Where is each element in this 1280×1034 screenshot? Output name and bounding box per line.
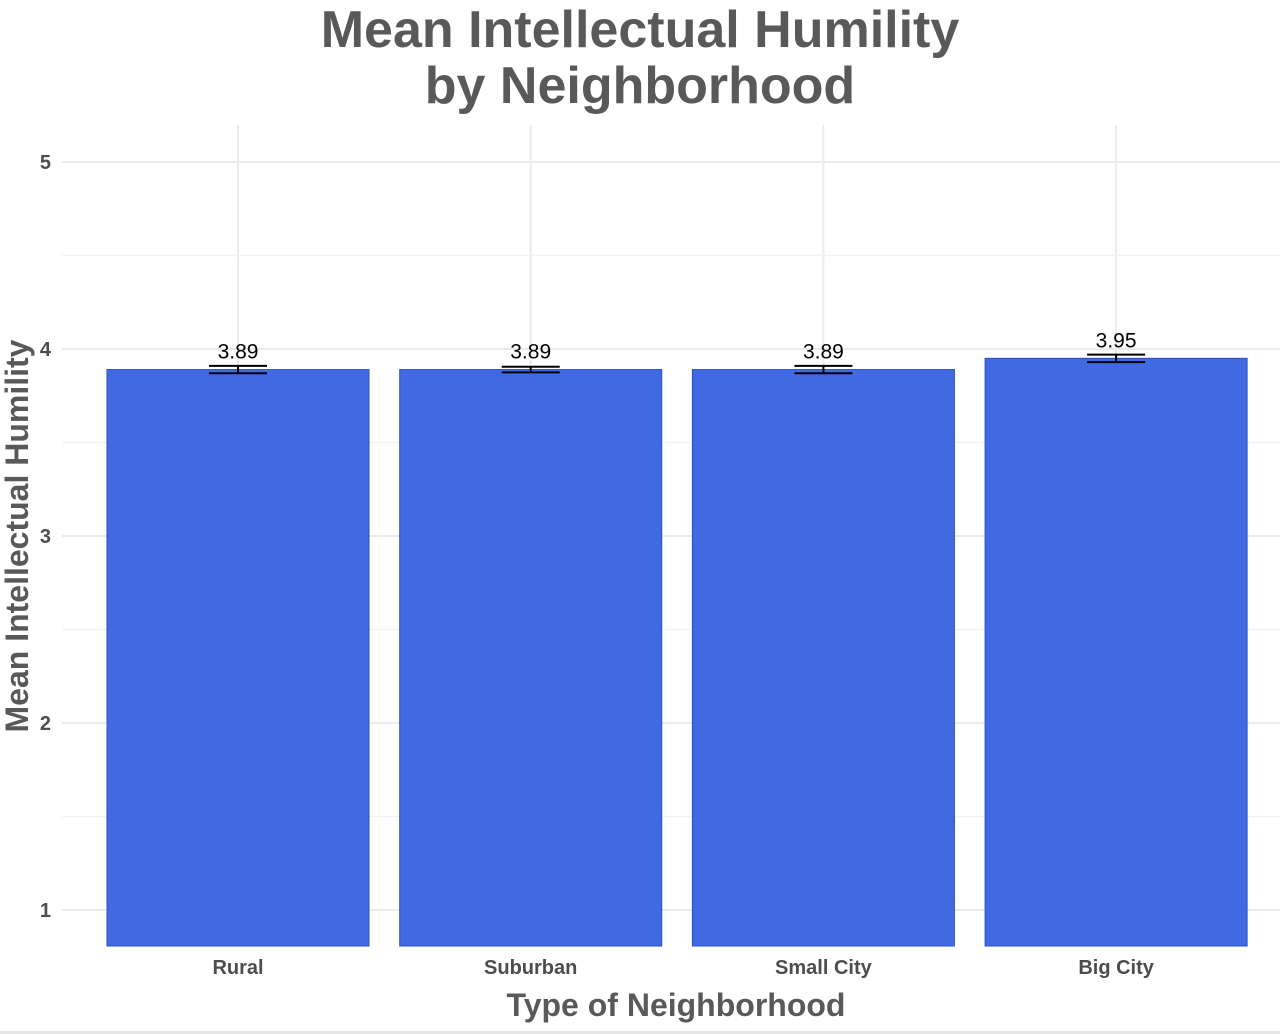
bottom-border <box>0 1031 1280 1034</box>
chart-title-line-1: Mean Intellectual Humility <box>320 1 960 59</box>
bars: 3.89 3.89 3.89 3.95 <box>106 329 1248 947</box>
bar-big-city: 3.95 <box>984 329 1248 947</box>
y-tick-label: 5 <box>40 152 51 174</box>
x-axis-title: Type of Neighborhood <box>507 987 846 1023</box>
error-bar <box>501 365 560 374</box>
y-tick-label: 4 <box>40 339 52 361</box>
bar-small-city: 3.89 <box>691 341 955 947</box>
bar-suburban: 3.89 <box>399 341 663 947</box>
error-bar <box>209 364 267 375</box>
x-tick-label: Suburban <box>484 957 577 979</box>
bar-rural: 3.89 <box>106 341 370 947</box>
y-tick-label: 1 <box>40 900 51 922</box>
y-tick-label: 2 <box>40 713 51 735</box>
x-tick-label: Rural <box>212 957 263 979</box>
x-axis-ticks: Rural Suburban Small City Big City <box>212 957 1154 979</box>
error-bar <box>794 364 853 375</box>
y-tick-label: 3 <box>40 526 51 548</box>
error-bar <box>1087 353 1146 364</box>
y-axis-title: Mean Intellectual Humility <box>0 339 35 732</box>
x-tick-label: Big City <box>1078 957 1154 979</box>
chart-title: Mean Intellectual Humility by Neighborho… <box>0 2 1280 114</box>
chart-title-line-2: by Neighborhood <box>424 57 856 115</box>
value-label: 3.89 <box>510 341 551 364</box>
value-label: 3.95 <box>1096 329 1137 352</box>
x-tick-label: Small City <box>775 957 873 979</box>
value-label: 3.89 <box>218 341 259 364</box>
value-label: 3.89 <box>803 341 844 364</box>
y-axis-ticks: 1 2 3 4 5 <box>40 152 52 922</box>
